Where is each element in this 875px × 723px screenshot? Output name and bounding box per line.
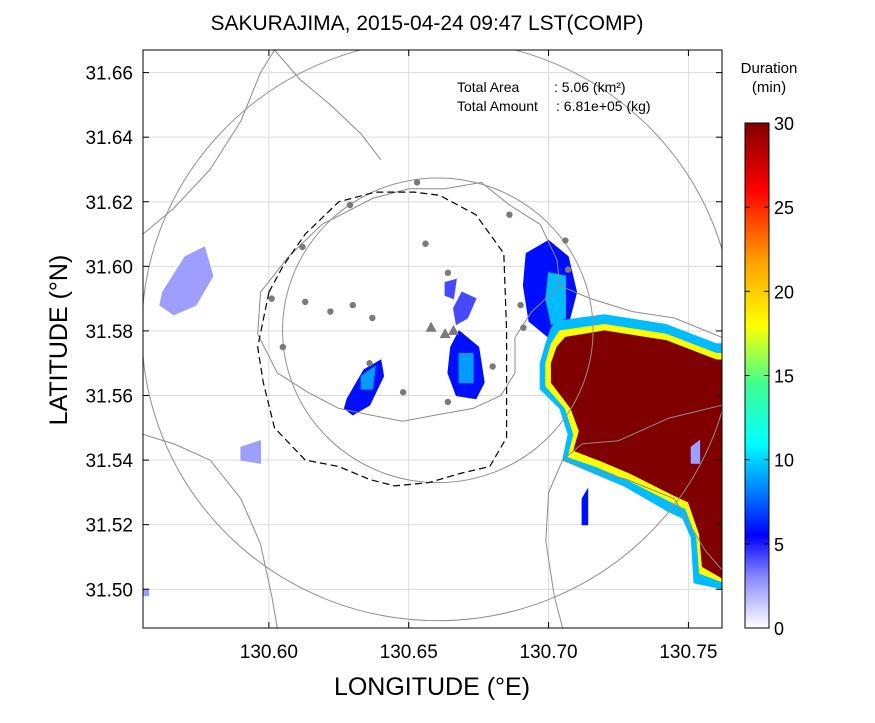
- y-tick-label: 31.66: [85, 64, 133, 85]
- coastline: [143, 50, 722, 628]
- range-ring: [143, 50, 722, 622]
- station-dot: [327, 308, 334, 315]
- x-tick-label: 130.70: [520, 642, 578, 663]
- colorbar-ticks: 30 25 20 15 10 5 0: [745, 114, 794, 639]
- duration-region-m3c: [458, 353, 474, 384]
- x-tick-label: 130.75: [659, 642, 717, 663]
- station-dot: [399, 389, 407, 396]
- total-area-value: : 5.06 (km²): [554, 79, 626, 95]
- duration-region-w2: [240, 440, 261, 464]
- total-amount-value: : 6.81e+05 (kg): [556, 98, 651, 114]
- station-dot: [489, 363, 496, 370]
- range-ring: [282, 177, 594, 484]
- y-axis-label: LATITUDE (°N): [45, 255, 73, 426]
- coastline-segment: [143, 433, 278, 628]
- duration-region-m2: [452, 291, 477, 326]
- duration-region-m1c: [360, 365, 376, 390]
- y-tick-label: 31.60: [85, 257, 133, 278]
- duration-region-se-core: [550, 330, 722, 579]
- coastline-segment: [257, 181, 561, 422]
- station-dot: [299, 243, 306, 251]
- y-tick-label: 31.62: [85, 193, 133, 214]
- duration-region-s1: [581, 487, 589, 526]
- plot-frame: [142, 49, 723, 629]
- x-axis-ticks: 130.60 130.65 130.70 130.75: [240, 50, 717, 663]
- station-dot: [517, 301, 524, 309]
- y-tick-label: 31.52: [85, 516, 133, 537]
- total-amount-label: Total Amount: [457, 98, 538, 114]
- duration-region-m4: [444, 278, 457, 300]
- duration-region-edge: [143, 588, 150, 597]
- station-dot: [422, 240, 429, 247]
- coastline-segment: [545, 459, 564, 628]
- map-title: SAKURAJIMA, 2015-04-24 09:47 LST(COMP): [210, 12, 643, 35]
- y-tick-label: 31.54: [85, 451, 133, 472]
- station-dot: [302, 298, 309, 306]
- island-dashed-outline: [257, 191, 508, 487]
- colorbar: Duration (min) 30 25 20 15 10 5 0: [741, 60, 798, 639]
- colorbar-tick-label: 25: [774, 198, 794, 218]
- station-dot: [562, 237, 569, 244]
- coastline-segment: [562, 459, 722, 571]
- y-tick-label: 31.56: [85, 387, 133, 408]
- colorbar-tick-label: 30: [774, 114, 794, 134]
- total-area-label: Total Area: [457, 79, 519, 95]
- station-markers: [268, 179, 572, 406]
- coastline-segment: [559, 285, 722, 338]
- volcano-triangle: [439, 328, 451, 339]
- coastline-segment: [143, 50, 275, 235]
- colorbar-tick-label: 10: [774, 451, 794, 471]
- volcano-triangle: [425, 321, 437, 332]
- station-dot: [279, 343, 287, 351]
- colorbar-tick-label: 20: [774, 282, 794, 302]
- coastline-segment: [562, 404, 722, 461]
- x-tick-label: 130.60: [240, 642, 298, 663]
- x-axis-label: LONGITUDE (°E): [334, 673, 530, 701]
- y-axis-ticks: 31.50 31.52 31.54 31.56 31.58 31.60 31.62 31.64…: [85, 64, 722, 601]
- duration-region-e-blob: [690, 439, 701, 464]
- station-dot: [268, 295, 275, 302]
- colorbar-unit: (min): [752, 79, 786, 96]
- distance-rings: [143, 50, 722, 622]
- y-tick-label: 31.64: [85, 128, 133, 149]
- colorbar-title: Duration: [741, 60, 798, 77]
- duration-region-w1: [159, 246, 214, 316]
- colorbar-tick-label: 0: [774, 619, 784, 639]
- station-dot: [366, 360, 373, 367]
- station-dot: [346, 201, 354, 209]
- volcano-markers: [425, 321, 459, 339]
- station-dot: [413, 179, 421, 186]
- coastline-segment: [274, 50, 382, 161]
- station-dot: [349, 301, 356, 309]
- volcano-triangle: [447, 324, 459, 335]
- y-tick-label: 31.50: [85, 580, 133, 601]
- station-dot: [564, 266, 572, 273]
- y-tick-label: 31.58: [85, 322, 133, 343]
- colorbar-tick-label: 15: [774, 367, 794, 387]
- station-dot: [444, 398, 452, 406]
- x-tick-label: 130.65: [380, 642, 438, 663]
- colorbar-tick-label: 5: [774, 535, 784, 555]
- station-dot: [520, 324, 527, 331]
- station-dot: [444, 269, 452, 277]
- map-plot-area: 130.60 130.65 130.70 130.75 31.50 31.52 31.54…: [85, 49, 723, 663]
- station-dot: [506, 211, 513, 218]
- station-dot: [369, 314, 376, 322]
